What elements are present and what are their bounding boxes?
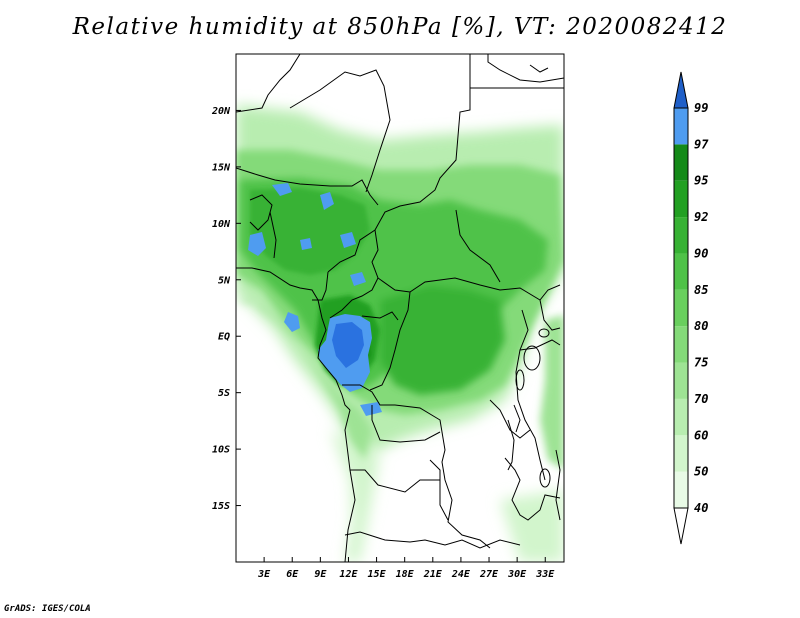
lat-label: 15N (212, 162, 231, 173)
lon-label: 30E (507, 569, 527, 580)
lon-label: 33E (535, 569, 555, 580)
colorbar-label: 40 (694, 501, 708, 515)
colorbar-label: 95 (694, 174, 708, 188)
lat-label: 10N (212, 219, 231, 230)
country-borders (236, 54, 564, 562)
colorbar-swatch (674, 217, 688, 254)
colorbar-swatch (674, 144, 688, 181)
colorbar-label: 75 (694, 356, 708, 370)
colorbar-label: 92 (694, 210, 708, 224)
longitude-axis: 3E 6E 9E 12E 15E 18E 21E 24E 27E 30E 33E (257, 557, 555, 580)
lon-label: 18E (396, 569, 415, 580)
colorbar-swatch (674, 398, 688, 436)
grads-credit: GrADS: IGES/COLA (4, 604, 91, 614)
map-title: Relative humidity at 850hPa [%], VT: 202… (72, 14, 728, 40)
lon-label: 9E (314, 569, 327, 580)
latitude-axis: 20N 15N 10N 5N EQ 5S 10S 15S (211, 106, 241, 512)
saturated-patches (248, 183, 382, 416)
colorbar-label: 90 (694, 246, 708, 260)
lat-label: 15S (212, 501, 230, 512)
colorbar-label: 60 (694, 428, 708, 442)
colorbar-label: 70 (694, 392, 708, 406)
lon-label: 21E (423, 569, 443, 580)
colorbar: 40 50 60 70 75 80 85 90 92 95 97 99 (673, 71, 709, 545)
lake-outlines (507, 328, 551, 488)
humidity-field (236, 105, 564, 562)
lat-label: EQ (218, 332, 230, 343)
lon-label: 3E (257, 569, 271, 580)
colorbar-swatch (674, 435, 688, 472)
plot-frame (235, 53, 565, 563)
lon-label: 15E (368, 569, 387, 580)
lat-label: 10S (212, 445, 230, 456)
colorbar-above-triangle (673, 71, 689, 109)
colorbar-swatch (674, 253, 688, 290)
colorbar-label: 85 (694, 283, 708, 297)
lat-label: 20N (211, 106, 231, 117)
colorbar-swatch (674, 108, 688, 145)
colorbar-label: 97 (694, 137, 709, 151)
lon-label: 24E (451, 569, 471, 580)
lon-label: 12E (339, 569, 358, 580)
colorbar-outline (673, 107, 689, 509)
lat-label: 5N (218, 275, 231, 286)
lon-label: 6E (286, 569, 299, 580)
colorbar-swatch (674, 471, 688, 508)
colorbar-below-triangle (673, 507, 689, 545)
lon-label: 27E (479, 569, 499, 580)
colorbar-swatch (674, 326, 688, 363)
colorbar-swatch (674, 362, 688, 399)
colorbar-label: 50 (694, 465, 708, 479)
colorbar-swatch (674, 180, 688, 218)
lat-label: 5S (218, 388, 230, 399)
colorbar-label: 80 (694, 319, 708, 333)
colorbar-label: 99 (694, 101, 708, 115)
colorbar-swatch (674, 289, 688, 327)
